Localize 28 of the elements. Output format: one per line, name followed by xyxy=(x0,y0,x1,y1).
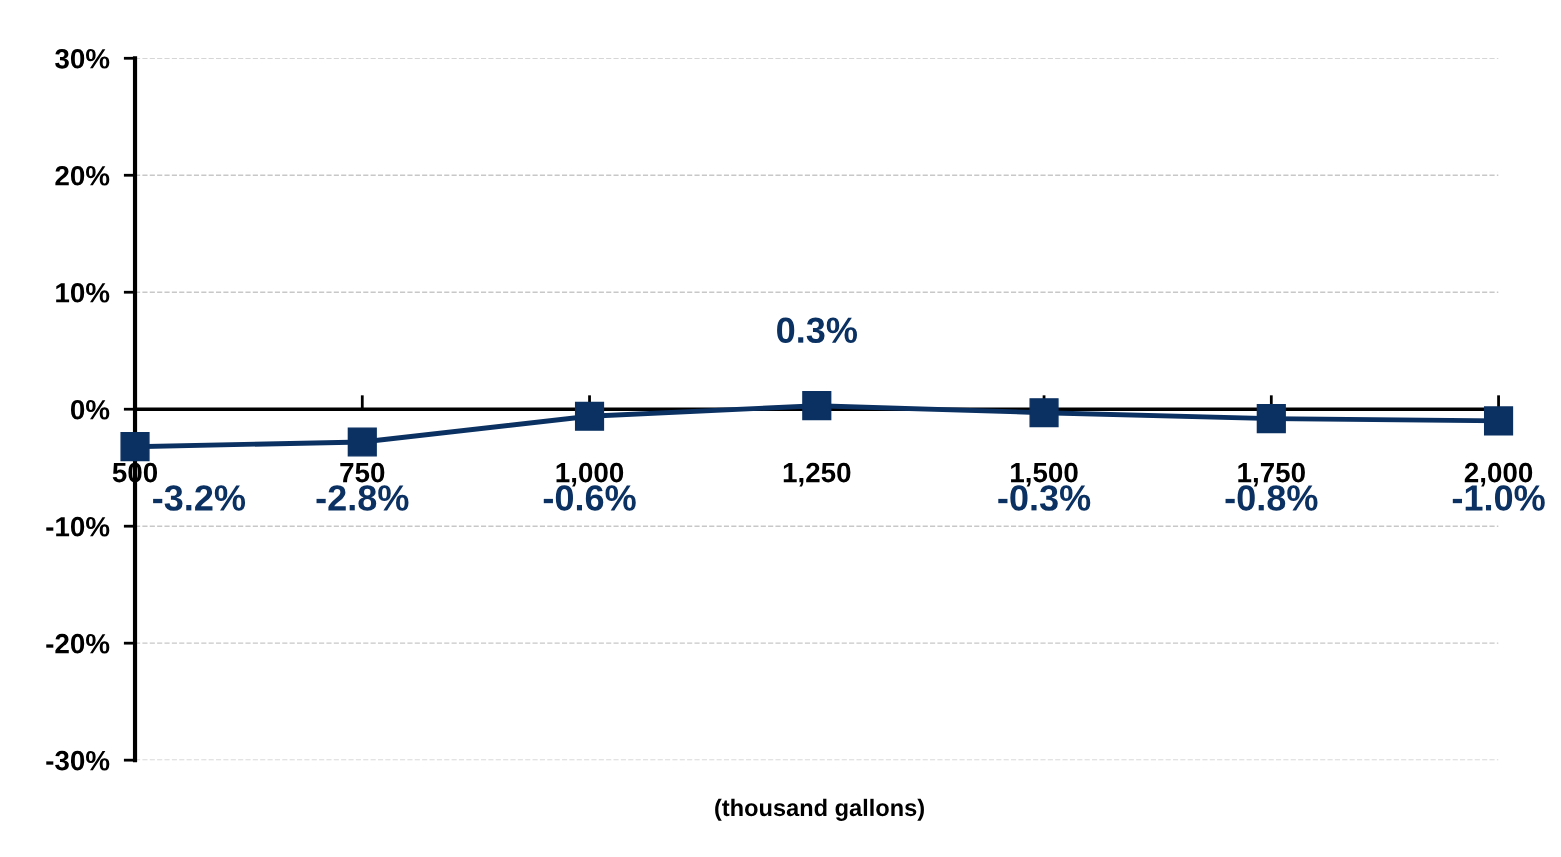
y-tick-label: -30% xyxy=(46,750,110,771)
x-tick-label: 750 xyxy=(340,462,385,483)
point xyxy=(1029,398,1059,428)
data-label: -0.6% xyxy=(543,485,636,511)
x-axis-title: (thousand gallons) xyxy=(715,798,924,821)
y-tick-label: 10% xyxy=(56,282,110,303)
y-tick-label: 0% xyxy=(70,399,110,420)
x-tick-label: 1,500 xyxy=(1011,462,1078,487)
point xyxy=(120,432,150,462)
data-label: -2.8% xyxy=(316,485,409,511)
point xyxy=(1256,403,1286,434)
y-tick-label: 20% xyxy=(55,165,110,186)
data-label: -0.3% xyxy=(998,485,1091,511)
data-label: -1.0% xyxy=(1452,485,1545,511)
x-tick-label: 1,250 xyxy=(783,462,851,487)
x-tick-label: 1,750 xyxy=(1238,462,1305,487)
x-tick-label: 2,000 xyxy=(1464,462,1533,487)
x-tick-label: 1,000 xyxy=(556,462,624,487)
data-label: -0.8% xyxy=(1225,485,1318,511)
point xyxy=(574,401,605,431)
point xyxy=(347,427,377,457)
data-label: -3.2% xyxy=(153,485,246,511)
y-tick-label: 30% xyxy=(55,48,110,69)
point xyxy=(802,391,832,421)
point xyxy=(1483,406,1514,436)
y-tick-label: -20% xyxy=(46,633,110,654)
data-label: 0.3% xyxy=(777,317,857,344)
y-tick-label: -10% xyxy=(46,516,110,537)
